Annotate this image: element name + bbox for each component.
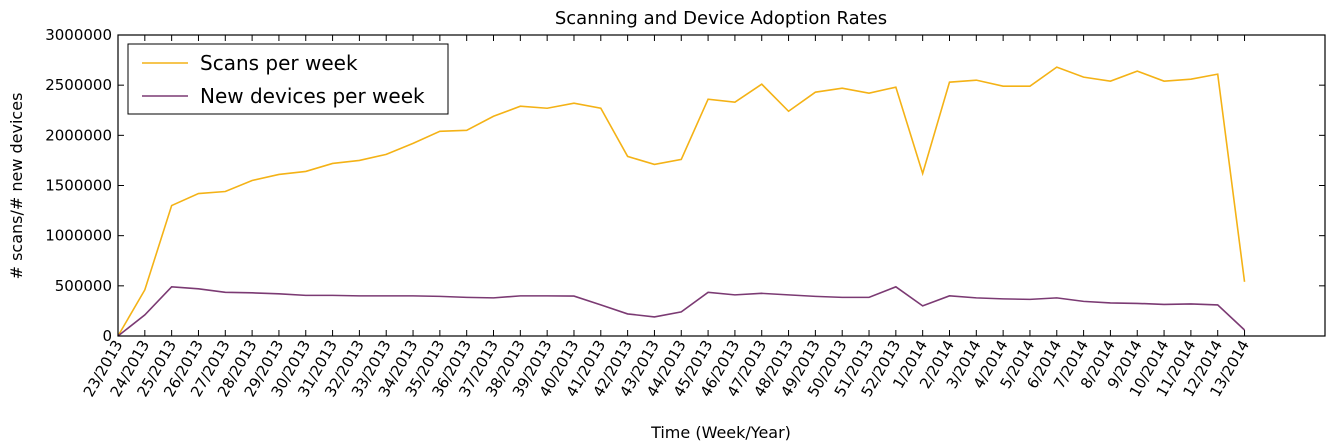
- plot-frame: [117, 34, 1326, 337]
- y-axis-label: # scans/# new devices: [7, 93, 26, 280]
- series-line: [117, 66, 1246, 337]
- chart-title: Scanning and Device Adoption Rates: [555, 8, 887, 29]
- series-line: [117, 285, 1246, 337]
- y-tick-label: 3000000: [45, 26, 112, 44]
- y-tick-label: 1000000: [45, 227, 112, 245]
- y-tick-label: 500000: [55, 277, 112, 295]
- x-axis-label: Time (Week/Year): [650, 423, 791, 442]
- y-tick-label: 1500000: [45, 177, 112, 195]
- y-tick-label: 2000000: [45, 126, 112, 144]
- legend-label: Scans per week: [200, 51, 358, 75]
- y-tick-label: 0: [102, 327, 112, 345]
- y-tick-label: 2500000: [45, 76, 112, 94]
- legend-label: New devices per week: [200, 84, 425, 108]
- legend-box: [127, 43, 449, 115]
